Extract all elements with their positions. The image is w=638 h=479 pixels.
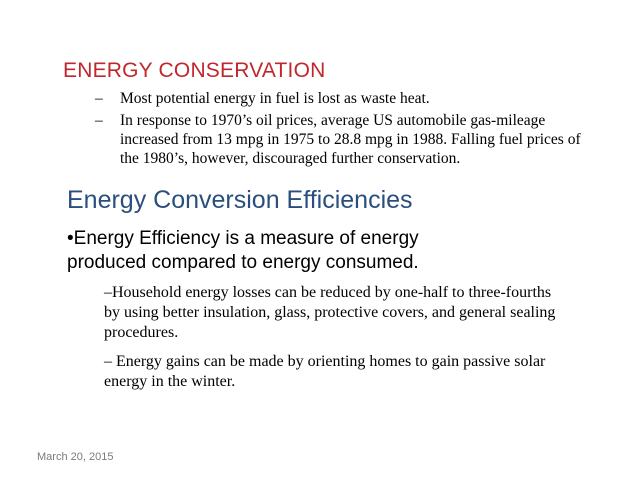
- footer-date: March 20, 2015: [37, 451, 114, 463]
- list-item: – In response to 1970’s oil prices, aver…: [95, 111, 595, 168]
- dash-marker: –: [95, 90, 103, 107]
- main-bullet-text: Energy Efficiency is a measure of energy…: [67, 228, 419, 273]
- bullet-marker: •: [67, 228, 74, 249]
- sub-list-item: – Energy gains can be made by orienting …: [104, 353, 546, 390]
- list-item-text: Most potential energy in fuel is lost as…: [120, 90, 430, 107]
- list-item: – Most potential energy in fuel is lost …: [95, 89, 595, 108]
- slide-title: ENERGY CONSERVATION: [63, 59, 326, 82]
- section-title: Energy Conversion Efficiencies: [67, 186, 413, 214]
- top-bullet-list: – Most potential energy in fuel is lost …: [95, 89, 595, 171]
- main-bullet: •Energy Efficiency is a measure of energ…: [67, 227, 487, 275]
- list-item-text: In response to 1970’s oil prices, averag…: [120, 112, 581, 167]
- sub-list-item: –Household energy losses can be reduced …: [104, 284, 556, 341]
- dash-marker: –: [95, 112, 103, 129]
- sub-bullet-list: –Household energy losses can be reduced …: [104, 283, 564, 401]
